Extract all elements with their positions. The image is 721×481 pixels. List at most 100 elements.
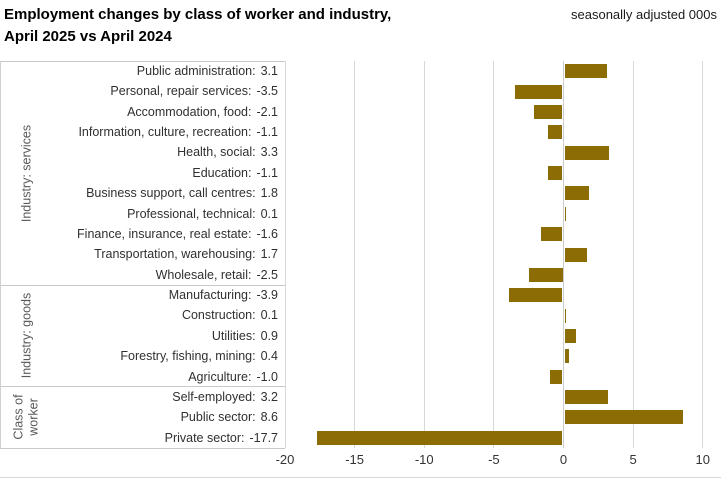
category-label: Finance, insurance, real estate: [77, 226, 252, 241]
gridline [493, 61, 495, 448]
category-value: 0.4 [260, 349, 278, 364]
category-value: 3.3 [260, 145, 278, 160]
bar [548, 166, 563, 181]
x-tick-label: 5 [629, 452, 637, 467]
category-value: -3.5 [256, 84, 278, 99]
category-value: 1.7 [260, 247, 278, 262]
gridline [702, 61, 704, 448]
group-separator [0, 60, 285, 62]
category-label: Transportation, warehousing: [94, 247, 256, 262]
category-label: Utilities: [211, 328, 256, 343]
category-label: Professional, technical: [127, 206, 256, 221]
category-value: 3.2 [260, 389, 278, 404]
category-row: Transportation, warehousing: 1.7 [0, 244, 278, 264]
category-label: Education: [192, 165, 252, 180]
bar [564, 390, 609, 405]
category-row: Construction: 0.1 [0, 305, 278, 325]
x-tick-label: 10 [695, 452, 710, 467]
category-label: Health, social: [177, 145, 256, 160]
bar [514, 84, 563, 99]
category-row: Finance, insurance, real estate: -1.6 [0, 224, 278, 244]
category-row: Business support, call centres: 1.8 [0, 183, 278, 203]
category-value: 0.1 [260, 308, 278, 323]
category-row: Manufacturing: -3.9 [0, 285, 278, 305]
bar [564, 145, 610, 160]
category-row: Accommodation, food: -2.1 [0, 102, 278, 122]
bar [541, 227, 563, 242]
bar [549, 369, 563, 384]
category-value: 0.9 [260, 328, 278, 343]
category-row: Information, culture, recreation: -1.1 [0, 122, 278, 142]
category-value: 0.1 [260, 206, 278, 221]
bar [564, 247, 588, 262]
category-row: Education: -1.1 [0, 163, 278, 183]
category-label: Forestry, fishing, mining: [120, 349, 256, 364]
category-row: Private sector: -17.7 [0, 428, 278, 448]
bar [528, 267, 563, 282]
gridline [284, 61, 286, 448]
category-value: 8.6 [260, 410, 278, 425]
group-separator [0, 386, 285, 388]
category-value: -2.5 [256, 267, 278, 282]
category-row: Forestry, fishing, mining: 0.4 [0, 346, 278, 366]
category-row: Professional, technical: 0.1 [0, 204, 278, 224]
bar [564, 206, 565, 221]
category-value: -3.9 [256, 288, 278, 303]
category-label: Agriculture: [188, 369, 252, 384]
group-separator-bottom [0, 447, 285, 449]
title-line-2: April 2025 vs April 2024 [4, 28, 172, 45]
category-value: -1.0 [256, 369, 278, 384]
chart-bottom-border [0, 477, 721, 478]
category-label: Wholesale, retail: [155, 267, 252, 282]
category-row: Public sector: 8.6 [0, 407, 278, 427]
x-tick-label: 0 [559, 452, 568, 467]
category-row: Agriculture: -1.0 [0, 367, 278, 387]
category-value: -2.1 [256, 104, 278, 119]
category-label: Self-employed: [172, 389, 256, 404]
page-title: Employment changes by class of worker an… [4, 4, 391, 48]
category-value: -17.7 [249, 430, 279, 445]
bar [564, 186, 589, 201]
label-box-left-border [0, 61, 1, 448]
category-row: Public administration: 3.1 [0, 61, 278, 81]
category-label: Business support, call centres: [86, 186, 256, 201]
category-value: 3.1 [260, 64, 278, 78]
bar [509, 288, 563, 303]
category-label: Accommodation, food: [127, 104, 252, 119]
category-row: Utilities: 0.9 [0, 326, 278, 346]
gridline [632, 61, 634, 448]
bar [564, 349, 570, 364]
category-label: Manufacturing: [168, 288, 252, 303]
category-value: 1.8 [260, 186, 278, 201]
category-row: Personal, repair services: -3.5 [0, 81, 278, 101]
bar [564, 64, 607, 79]
category-label: Private sector: [164, 430, 245, 445]
gridline [354, 61, 356, 448]
bar [534, 104, 563, 119]
units-note: seasonally adjusted 000s [571, 7, 717, 22]
x-tick-label: -20 [275, 452, 295, 467]
zero-gridline [563, 61, 564, 448]
bar [317, 430, 563, 445]
gridline [423, 61, 425, 448]
x-tick-label: -5 [488, 452, 500, 467]
group-separator [0, 284, 285, 286]
category-label: Public administration: [136, 64, 256, 78]
bar [564, 410, 684, 425]
category-value: -1.1 [256, 165, 278, 180]
bar [564, 308, 565, 323]
category-value: -1.1 [256, 125, 278, 140]
category-label: Personal, repair services: [110, 84, 252, 99]
category-row: Wholesale, retail: -2.5 [0, 265, 278, 285]
bar [548, 125, 563, 140]
category-value: -1.6 [256, 226, 278, 241]
category-label: Public sector: [180, 410, 256, 425]
bar [564, 328, 577, 343]
title-line-1: Employment changes by class of worker an… [4, 6, 392, 23]
category-label: Construction: [181, 308, 256, 323]
category-row: Health, social: 3.3 [0, 142, 278, 162]
category-row: Self-employed: 3.2 [0, 387, 278, 407]
category-label: Information, culture, recreation: [78, 125, 252, 140]
